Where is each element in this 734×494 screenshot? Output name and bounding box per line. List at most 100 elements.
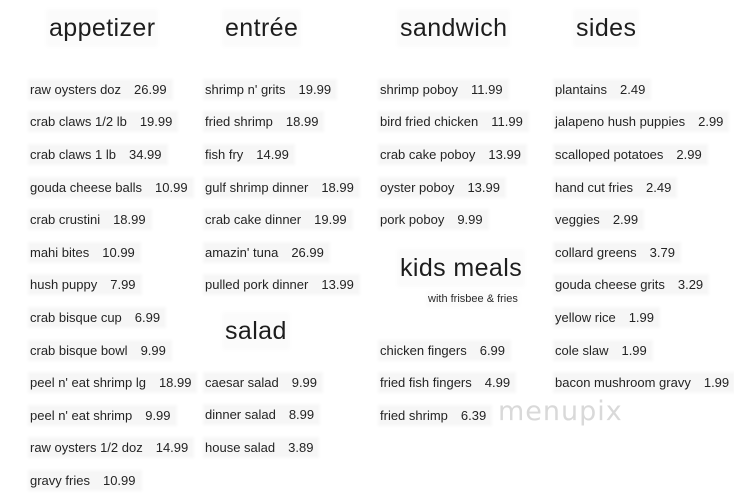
item-price: 11.99 <box>491 114 523 130</box>
section-title-salad: salad <box>225 315 287 347</box>
menu-item: jalapeno hush puppies 2.99 <box>555 106 733 139</box>
menu-item: bird fried chicken 11.99 <box>380 106 527 139</box>
section-items-kids-meals: chicken fingers 6.99 fried fish fingers 4.… <box>380 334 515 432</box>
item-price: 18.99 <box>113 212 146 228</box>
item-price: 8.99 <box>288 407 315 423</box>
menu-item: amazin' tuna 26.99 <box>205 236 358 269</box>
item-price: 2.49 <box>620 81 646 97</box>
menu-item: yellow rice 1.99 <box>555 301 733 334</box>
item-name: hush puppy <box>30 277 98 293</box>
item-price: 3.89 <box>288 439 314 455</box>
menu-item: crab crustini 18.99 <box>30 203 195 236</box>
item-name: jalapeno hush puppies <box>555 114 686 130</box>
item-price: 18.99 <box>285 114 319 130</box>
item-price: 19.99 <box>298 81 332 97</box>
menu-item: hush puppy 7.99 <box>30 269 195 302</box>
item-price: 3.29 <box>677 277 704 293</box>
menu-item: fried fish fingers 4.99 <box>380 367 515 400</box>
item-price: 14.99 <box>155 440 189 456</box>
menu-item: cole slaw 1.99 <box>555 334 733 367</box>
item-name: oyster poboy <box>380 179 455 195</box>
item-name: shrimp poboy <box>380 81 459 97</box>
menu-item: scalloped potatoes 2.99 <box>555 138 733 171</box>
menu-item: crab claws 1 lb 34.99 <box>30 138 195 171</box>
menu-item: shrimp n' grits 19.99 <box>205 73 358 106</box>
item-name: mahi bites <box>30 244 90 260</box>
item-name: veggies <box>555 212 600 228</box>
item-price: 1.99 <box>621 342 647 358</box>
menu-item: crab cake poboy 13.99 <box>380 138 527 171</box>
item-price: 26.99 <box>134 81 167 97</box>
menu-item: crab cake dinner 19.99 <box>205 203 358 236</box>
item-name: plantains <box>555 81 608 97</box>
item-name: crab bisque cup <box>30 309 122 325</box>
menupix-watermark: menupix <box>498 396 623 427</box>
item-name: pork poboy <box>380 212 445 228</box>
item-name: gouda cheese balls <box>30 179 143 195</box>
menu-item: crab bisque cup 6.99 <box>30 301 195 334</box>
item-name: fried fish fingers <box>380 375 472 391</box>
item-name: crab cake dinner <box>205 212 302 228</box>
menu-item: peel n' eat shrimp 9.99 <box>30 399 195 432</box>
item-price: 6.99 <box>134 309 161 325</box>
item-price: 10.99 <box>102 244 135 260</box>
item-name: fried shrimp <box>380 407 448 423</box>
item-price: 18.99 <box>321 179 354 195</box>
menu-item: plantains 2.49 <box>555 73 733 106</box>
item-price: 4.99 <box>484 375 511 391</box>
menu-item: caesar salad 9.99 <box>205 366 322 399</box>
item-name: raw oysters 1/2 doz <box>30 440 143 456</box>
item-name: peel n' eat shrimp lg <box>30 375 146 391</box>
item-price: 9.99 <box>291 374 318 390</box>
item-name: crab crustini <box>30 212 101 228</box>
section-title-sides: sides <box>576 12 637 44</box>
section-items-sides: plantains 2.49 jalapeno hush puppies 2.99 … <box>555 73 734 399</box>
item-price: 6.39 <box>460 407 487 423</box>
item-name: chicken fingers <box>380 342 467 358</box>
item-name: hand cut fries <box>555 179 634 195</box>
item-price: 3.79 <box>649 244 675 260</box>
section-items-sandwich: shrimp poboy 11.99 bird fried chicken 11.9… <box>380 73 527 236</box>
item-name: fried shrimp <box>205 114 273 130</box>
item-name: peel n' eat shrimp <box>30 407 133 423</box>
menu-item: peel n' eat shrimp lg 18.99 <box>30 366 196 399</box>
item-name: caesar salad <box>205 374 279 390</box>
menu-item: crab claws 1/2 lb 19.99 <box>30 106 195 139</box>
item-name: crab claws 1/2 lb <box>30 114 127 130</box>
item-price: 9.99 <box>140 342 166 358</box>
menu-item: fish fry 14.99 <box>205 138 358 171</box>
item-name: bacon mushroom gravy <box>555 375 691 391</box>
item-price: 13.99 <box>488 146 521 162</box>
menu-item: collard greens 3.79 <box>555 236 733 269</box>
section-title-sandwich: sandwich <box>400 12 508 44</box>
item-price: 7.99 <box>110 277 136 293</box>
item-price: 1.99 <box>628 309 654 325</box>
item-name: crab bisque bowl <box>30 342 128 358</box>
item-price: 11.99 <box>471 81 503 97</box>
item-price: 10.99 <box>102 472 136 488</box>
item-price: 6.99 <box>479 342 506 358</box>
menu-item: raw oysters 1/2 doz 14.99 <box>30 432 195 465</box>
item-name: amazin' tuna <box>205 244 279 260</box>
menu-item: veggies 2.99 <box>555 203 733 236</box>
item-price: 9.99 <box>145 407 171 423</box>
menu-item: gouda cheese balls 10.99 <box>30 171 195 204</box>
item-price: 18.99 <box>158 375 192 391</box>
section-title-kids-meals: kids meals <box>400 252 523 284</box>
item-price: 13.99 <box>321 277 354 293</box>
section-items-appetizer: raw oysters doz 26.99 crab claws 1/2 lb 19… <box>30 73 196 494</box>
item-name: scalloped potatoes <box>555 146 664 162</box>
menu-item: pork poboy 9.99 <box>380 203 527 236</box>
menu-item: gulf shrimp dinner 18.99 <box>205 171 358 204</box>
kids-meals-note: with frisbee & fries <box>428 293 518 305</box>
menu-item: chicken fingers 6.99 <box>380 334 514 367</box>
item-name: gravy fries <box>30 472 90 488</box>
menu-item: hand cut fries 2.49 <box>555 171 733 204</box>
menu-item: mahi bites 10.99 <box>30 236 195 269</box>
item-name: house salad <box>205 439 276 455</box>
item-name: raw oysters doz <box>30 81 122 97</box>
menu-item: crab bisque bowl 9.99 <box>30 334 195 367</box>
item-price: 2.99 <box>698 114 724 130</box>
item-price: 10.99 <box>155 179 188 195</box>
